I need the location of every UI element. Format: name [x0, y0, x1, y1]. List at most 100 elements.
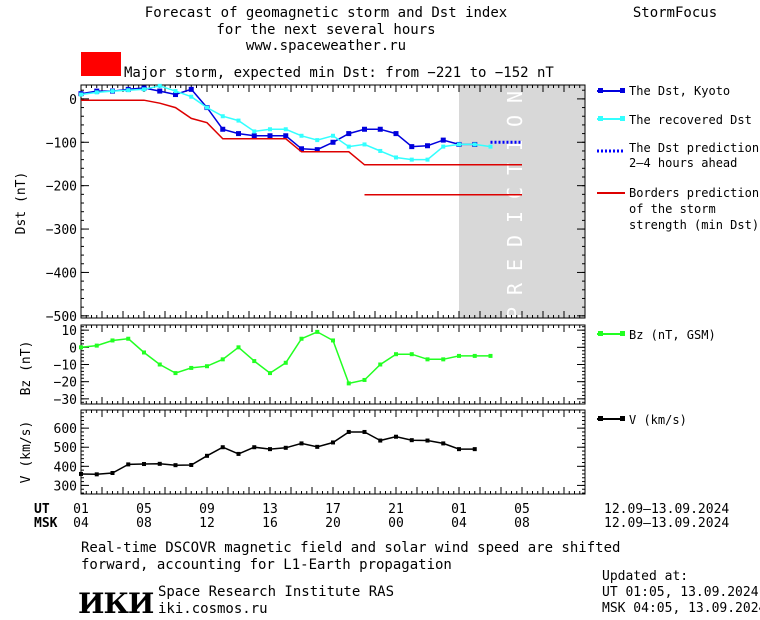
data-point: [331, 133, 335, 138]
y-tick-label: 600: [54, 422, 77, 437]
data-point: [268, 127, 272, 132]
series-line: [80, 431, 475, 476]
data-point: [173, 371, 178, 376]
data-point: [409, 438, 414, 443]
plot-frame: [80, 324, 586, 405]
x-tick-label-ut: 21: [388, 502, 404, 517]
y-tick-label: 0: [69, 93, 77, 108]
x-tick-label-ut: 05: [514, 502, 530, 517]
data-point: [205, 105, 209, 110]
data-point: [425, 438, 430, 443]
data-point: [425, 157, 430, 162]
legend-dst-recovered: The recovered Dst: [597, 113, 752, 127]
updated-ut: UT 01:05, 13.09.2024: [602, 585, 759, 600]
data-point: [236, 118, 241, 123]
v-axis-label: V (km/s): [19, 421, 34, 484]
chart-title-line2: for the next several hours: [216, 22, 435, 38]
bz-axis-label: Bz (nT): [19, 341, 34, 396]
data-point: [425, 357, 430, 362]
data-point: [189, 462, 194, 467]
data-point: [472, 447, 477, 452]
x-tick-label-ut: 01: [73, 502, 89, 517]
prediction-letter: C: [503, 187, 527, 199]
data-point: [378, 362, 383, 367]
site-url[interactable]: www.spaceweather.ru: [246, 38, 406, 54]
data-point: [378, 438, 383, 443]
data-point: [173, 463, 178, 468]
data-point: [409, 157, 414, 162]
y-tick-label: −30: [54, 393, 77, 408]
legend-dst-recovered-label: The recovered Dst: [629, 113, 752, 127]
data-point: [94, 90, 99, 95]
legend-v-label: V (km/s): [629, 413, 687, 427]
prediction-letter: P: [503, 307, 527, 319]
y-tick-label: −10: [54, 359, 77, 374]
data-point: [267, 133, 273, 139]
data-point: [299, 441, 304, 446]
data-point: [440, 137, 446, 143]
data-point: [409, 352, 414, 357]
updated-label: Updated at:: [602, 569, 688, 584]
data-point: [378, 148, 383, 153]
brand-name: StormFocus: [633, 5, 717, 21]
series-line: [80, 85, 491, 161]
data-point: [362, 142, 367, 147]
x-tick-label-msk: 08: [136, 516, 152, 531]
data-point: [189, 365, 194, 370]
plot-frame: [80, 409, 586, 495]
v-panel: 600 500 400 300: [54, 409, 586, 495]
data-point: [315, 138, 320, 143]
data-point: [188, 86, 194, 92]
y-tick-label: 300: [54, 479, 77, 494]
storm-level-swatch: [81, 52, 121, 76]
data-point: [488, 144, 493, 149]
prediction-letter: R: [503, 282, 527, 295]
data-point: [362, 126, 367, 132]
data-point: [251, 133, 257, 139]
data-point: [79, 92, 83, 97]
legend-bz: Bz (nT, GSM): [597, 328, 716, 342]
prediction-letter: I: [503, 139, 527, 151]
data-point: [126, 462, 131, 467]
data-point: [331, 440, 335, 445]
data-point: [441, 357, 446, 362]
data-point: [457, 447, 461, 452]
data-point: [330, 139, 336, 145]
y-tick-label: −300: [46, 223, 77, 238]
series-line: [81, 99, 522, 166]
data-point: [236, 345, 241, 350]
data-point: [126, 336, 131, 341]
legend-dst-kyoto: The Dst, Kyoto: [597, 84, 730, 98]
data-point: [315, 329, 320, 334]
bz-panel: 10 0 −10 −20 −30: [54, 324, 586, 408]
y-tick-label: −500: [46, 310, 77, 325]
data-point: [252, 359, 257, 364]
x-tick-label-msk: 08: [514, 516, 530, 531]
x-tick-label-msk: 04: [451, 516, 467, 531]
prediction-letter: E: [503, 259, 527, 271]
x-tick-label-ut: 05: [136, 502, 152, 517]
data-point: [441, 441, 446, 446]
prediction-letter: N: [503, 91, 527, 103]
data-point: [268, 371, 272, 376]
y-tick-label: −100: [46, 136, 77, 151]
data-point: [142, 87, 146, 92]
data-point: [79, 471, 83, 476]
data-point: [299, 133, 304, 138]
data-point: [409, 144, 415, 150]
institute-site[interactable]: iki.cosmos.ru: [158, 601, 268, 617]
data-point: [457, 142, 461, 147]
legend-v: V (km/s): [597, 413, 687, 427]
x-tick-label-msk: 20: [325, 516, 341, 531]
data-point: [157, 83, 162, 88]
legend-dst-prediction-line1: The Dst prediction: [629, 141, 759, 155]
data-point: [236, 131, 241, 137]
footer-note-line2: forward, accounting for L1-Earth propaga…: [81, 557, 452, 573]
data-point: [472, 353, 477, 358]
data-point: [283, 127, 288, 132]
msk-axis-label: MSK: [34, 516, 58, 531]
data-point: [252, 445, 257, 450]
legend-dst-prediction-line2: 2–4 hours ahead: [629, 156, 737, 170]
data-point: [394, 434, 398, 439]
